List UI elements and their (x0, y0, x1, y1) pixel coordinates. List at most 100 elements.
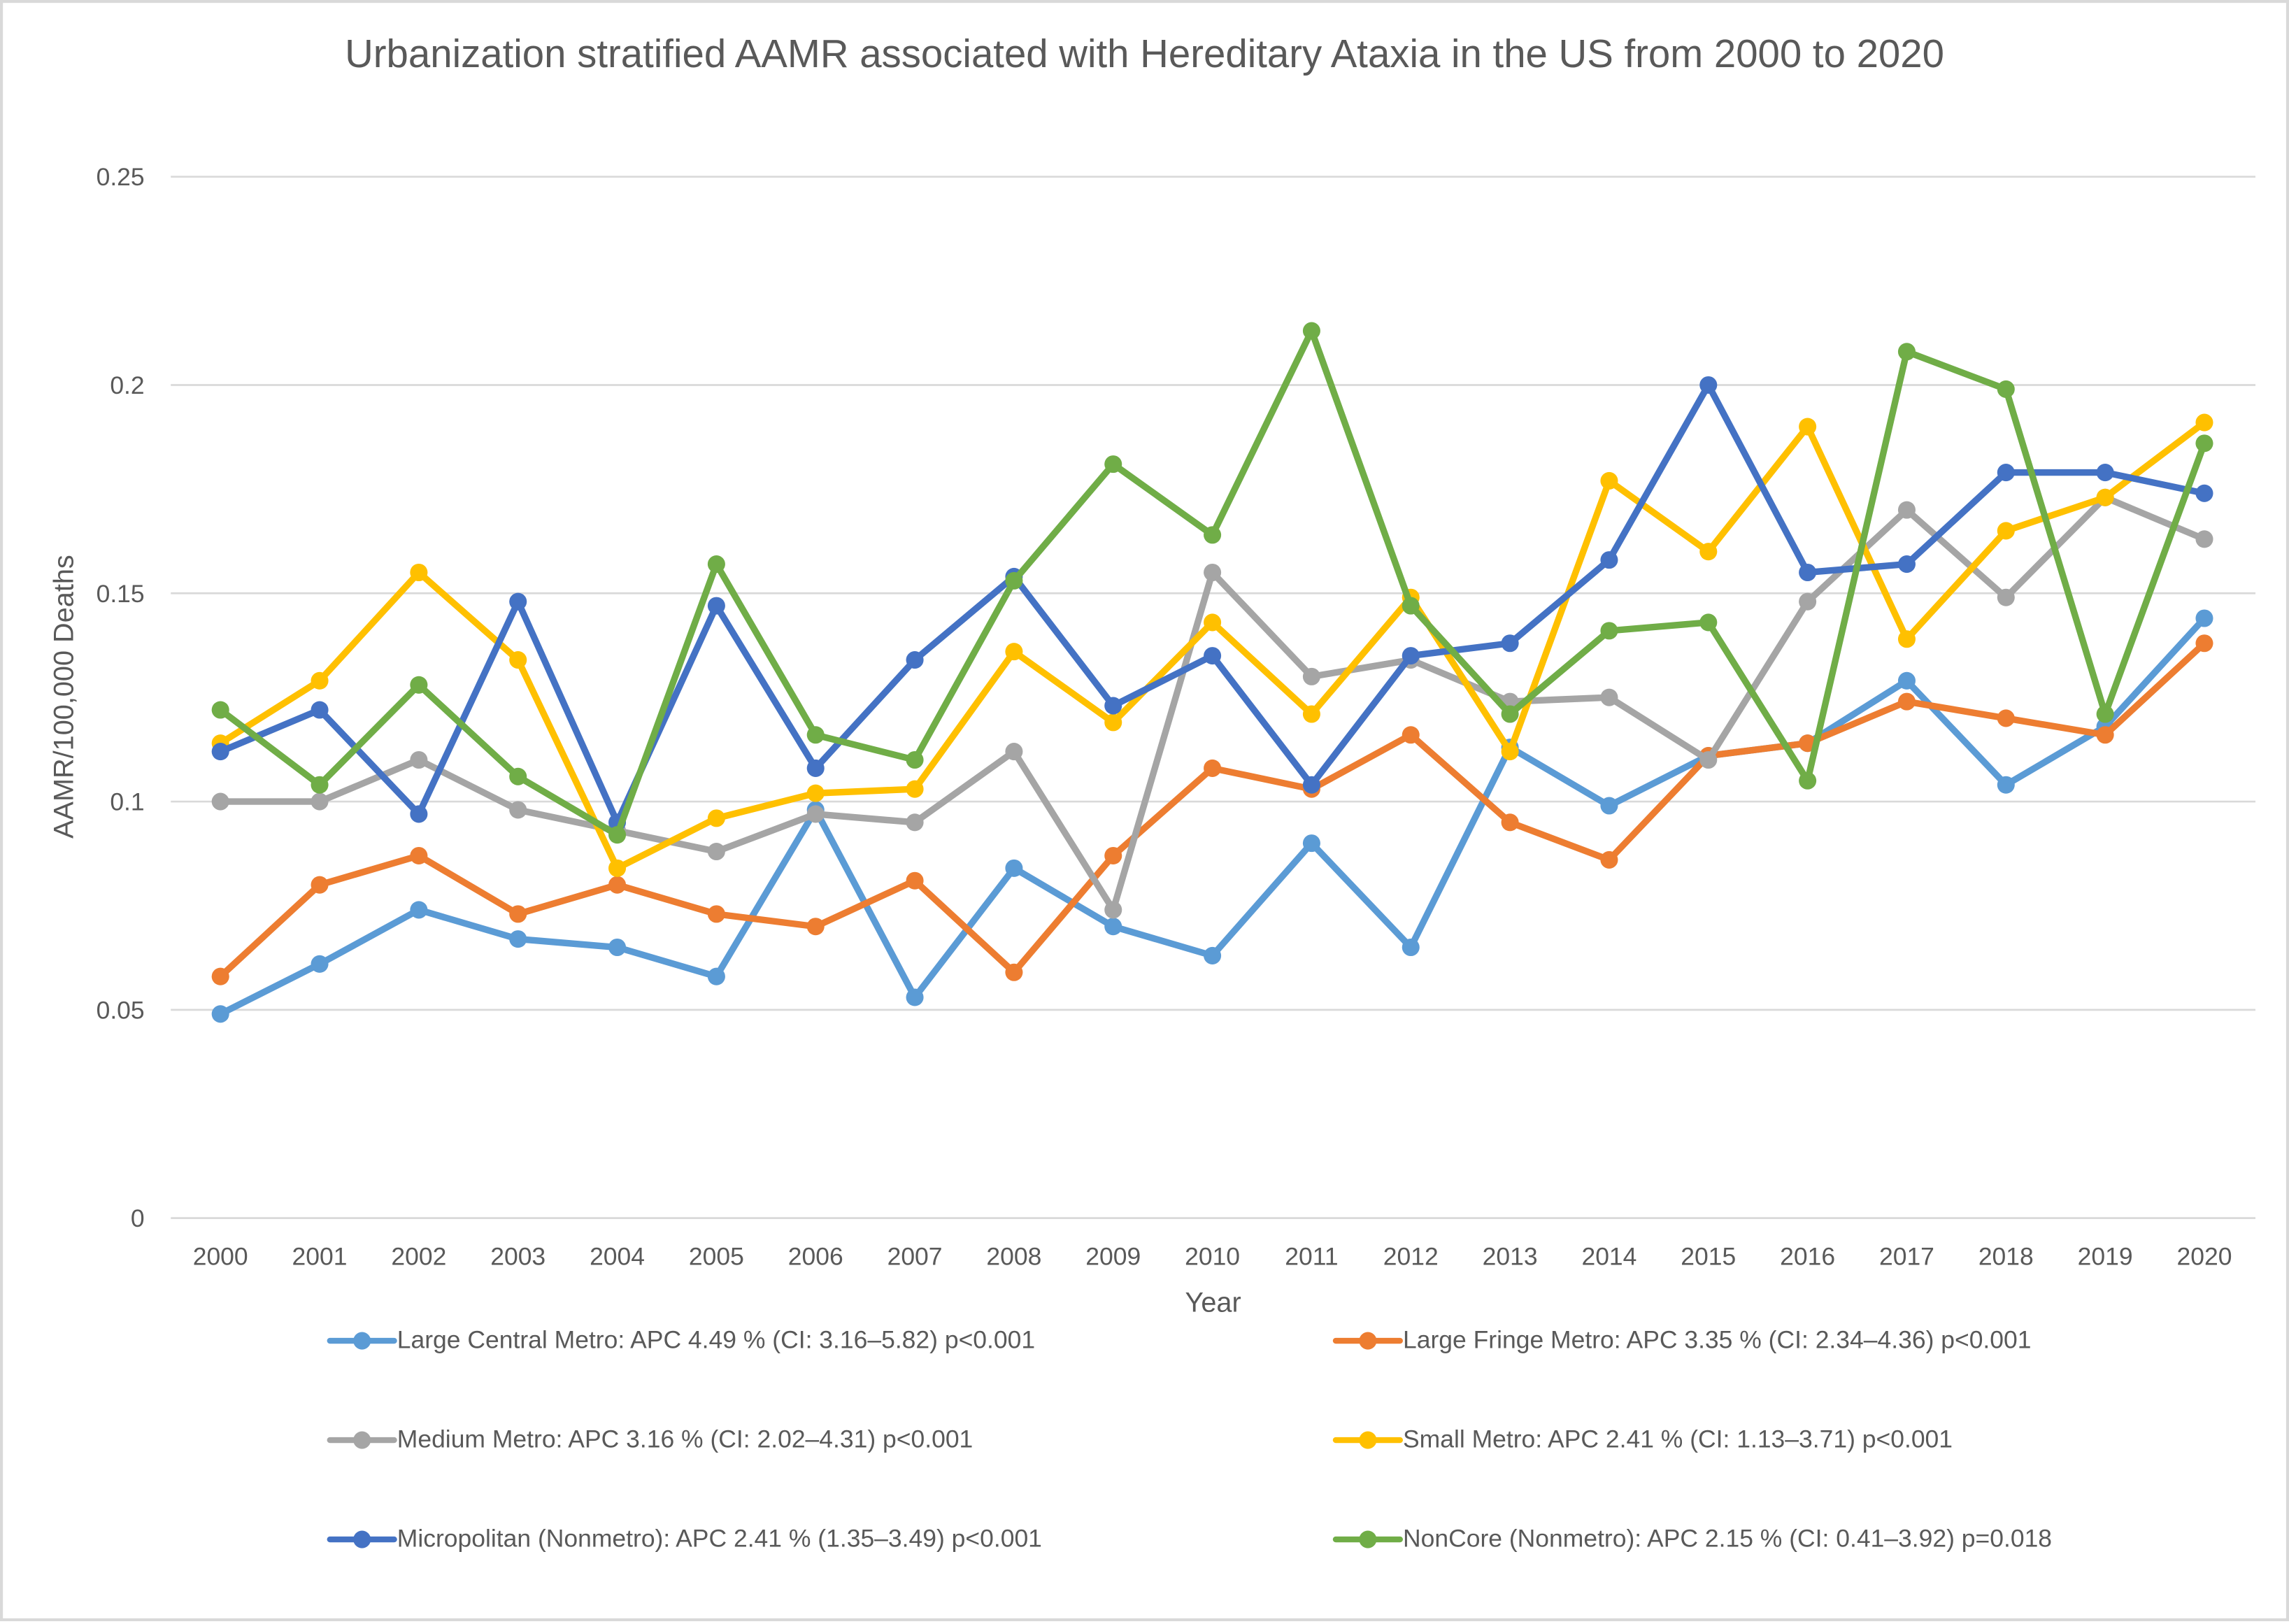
data-point (1005, 963, 1023, 981)
x-tick-label: 2006 (788, 1242, 843, 1270)
series-group (211, 322, 2213, 1023)
data-point (608, 938, 627, 957)
data-point (311, 955, 329, 973)
data-point (1699, 376, 1718, 394)
data-point (707, 809, 725, 827)
data-point (1302, 667, 1320, 685)
data-point (410, 846, 428, 865)
data-point (1104, 846, 1122, 865)
data-point (1402, 647, 1420, 665)
data-point (509, 767, 527, 785)
data-point (1799, 563, 1817, 582)
gridlines (171, 176, 2256, 1219)
y-axis-ticks: 0 0.05 0.1 0.15 0.2 0.25 (97, 163, 145, 1232)
data-point (1104, 901, 1122, 919)
legend-item: NonCore (Nonmetro): APC 2.15 % (CI: 0.41… (1332, 1523, 2209, 1555)
data-point (211, 1005, 229, 1023)
y-axis-title: AAMR/100,000 Deaths (48, 555, 79, 839)
data-point (1600, 688, 1618, 706)
data-point (1600, 551, 1618, 569)
x-tick-label: 2005 (689, 1242, 744, 1270)
data-point (410, 901, 428, 919)
data-point (1699, 750, 1718, 769)
data-point (1005, 571, 1023, 590)
data-point (1204, 563, 1222, 582)
data-point (1600, 471, 1618, 490)
legend-item: Large Central Metro: APC 4.49 % (CI: 3.1… (327, 1325, 1333, 1357)
data-point (1600, 850, 1618, 869)
data-point (1302, 776, 1320, 794)
data-point (1402, 726, 1420, 744)
data-point (1005, 643, 1023, 661)
data-point (2195, 634, 2213, 653)
data-point (1600, 622, 1618, 640)
data-point (2195, 609, 2213, 627)
data-point (509, 801, 527, 819)
x-tick-label: 2011 (1285, 1242, 1338, 1270)
x-tick-label: 2012 (1383, 1242, 1439, 1270)
data-point (1204, 526, 1222, 544)
data-point (1799, 592, 1817, 611)
data-point (1104, 697, 1122, 715)
data-point (806, 918, 825, 936)
data-point (906, 750, 924, 769)
legend-label: Small Metro: APC 2.41 % (CI: 1.13–3.71) … (1402, 1425, 1953, 1453)
legend-label: NonCore (Nonmetro): APC 2.15 % (CI: 0.41… (1402, 1525, 2053, 1553)
x-tick-label: 2020 (2177, 1242, 2232, 1270)
data-point (1501, 634, 1519, 653)
data-point (311, 776, 329, 794)
data-point (608, 859, 627, 877)
data-point (906, 651, 924, 669)
x-tick-label: 2009 (1085, 1242, 1141, 1270)
x-axis-ticks: 2000 2001 2002 2003 2004 2005 2006 2007 2008 2009… (193, 1242, 2232, 1270)
data-point (1997, 464, 2015, 482)
data-point (1997, 776, 2015, 794)
data-point (211, 701, 229, 719)
series-5 (211, 322, 2213, 844)
data-point (1104, 455, 1122, 473)
data-point (1204, 759, 1222, 777)
legend-marker-icon (327, 1325, 397, 1357)
data-point (1997, 380, 2015, 398)
data-point (906, 871, 924, 890)
data-point (311, 701, 329, 719)
data-point (1005, 743, 1023, 761)
data-point (707, 905, 725, 923)
x-tick-label: 2003 (490, 1242, 545, 1270)
y-tick-label: 0.15 (97, 580, 145, 608)
data-point (1005, 859, 1023, 877)
series-1 (211, 634, 2213, 985)
data-point (707, 967, 725, 985)
data-point (1402, 597, 1420, 615)
data-point (1204, 946, 1222, 964)
data-point (806, 759, 825, 777)
data-point (410, 750, 428, 769)
data-point (1104, 918, 1122, 936)
data-point (2096, 464, 2114, 482)
series-2 (211, 488, 2213, 919)
data-point (509, 905, 527, 923)
legend-marker-icon (327, 1523, 397, 1555)
data-point (311, 671, 329, 690)
data-point (1699, 543, 1718, 561)
data-point (608, 826, 627, 844)
x-tick-label: 2018 (1978, 1242, 2034, 1270)
x-axis-title: Year (1185, 1287, 1241, 1318)
x-tick-label: 2010 (1185, 1242, 1240, 1270)
data-point (410, 676, 428, 694)
data-point (211, 743, 229, 761)
x-tick-label: 2017 (1879, 1242, 1934, 1270)
data-point (2096, 488, 2114, 506)
data-point (509, 651, 527, 669)
plot-area: 0 0.05 0.1 0.15 0.2 0.25 2000 2001 2002 2003 2004… (48, 163, 2256, 1318)
x-tick-label: 2002 (391, 1242, 446, 1270)
y-tick-label: 0.1 (110, 788, 144, 816)
data-point (211, 967, 229, 985)
data-point (806, 784, 825, 802)
data-point (1897, 343, 1916, 361)
data-point (1204, 647, 1222, 665)
legend: Large Central Metro: APC 4.49 % (CI: 3.1… (327, 1325, 2225, 1555)
y-tick-label: 0.25 (97, 163, 145, 191)
data-point (1897, 630, 1916, 648)
data-point (707, 555, 725, 574)
